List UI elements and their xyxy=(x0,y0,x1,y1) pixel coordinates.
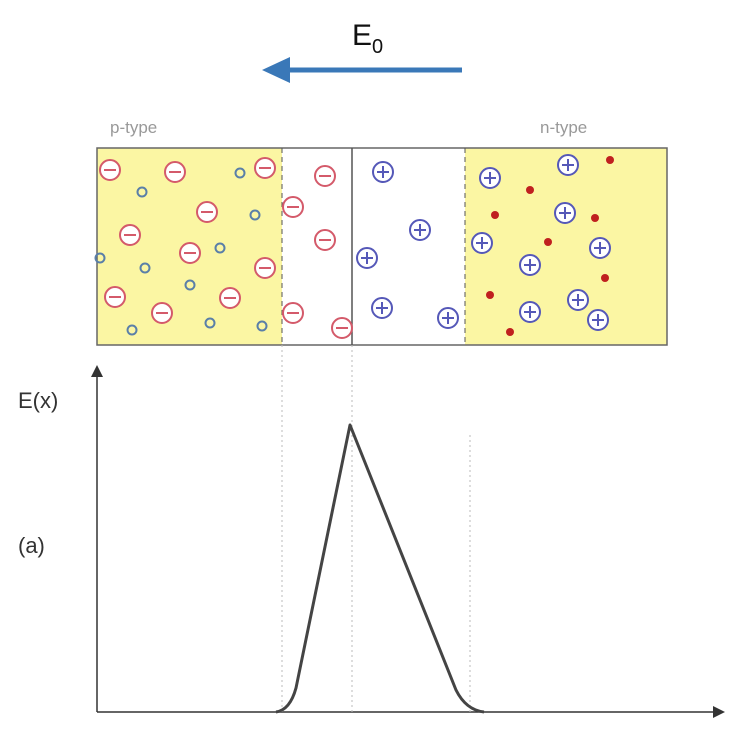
hole xyxy=(234,167,246,179)
field-label: E0 xyxy=(352,19,383,58)
junction-box xyxy=(96,147,668,346)
electron xyxy=(526,186,534,194)
electron xyxy=(506,328,514,336)
hole xyxy=(139,262,151,274)
hole xyxy=(204,317,216,329)
hole xyxy=(126,324,138,336)
hole xyxy=(249,209,261,221)
hole xyxy=(136,186,148,198)
hole xyxy=(94,252,106,264)
y-axis-label: E(x) xyxy=(18,388,58,413)
electron xyxy=(606,156,614,164)
electron xyxy=(601,274,609,282)
field-subscript: 0 xyxy=(372,36,383,58)
field-profile xyxy=(275,423,485,714)
p-type-label: p-type xyxy=(110,118,157,137)
electron xyxy=(491,211,499,219)
hole xyxy=(214,242,226,254)
field-symbol: E xyxy=(352,19,372,52)
electron xyxy=(486,291,494,299)
field-arrow-head xyxy=(262,57,290,83)
electron xyxy=(544,238,552,246)
electron xyxy=(591,214,599,222)
panel-label: (a) xyxy=(18,533,45,558)
n-type-label: n-type xyxy=(540,118,587,137)
particles xyxy=(94,154,614,339)
hole xyxy=(256,320,268,332)
hole xyxy=(184,279,196,291)
